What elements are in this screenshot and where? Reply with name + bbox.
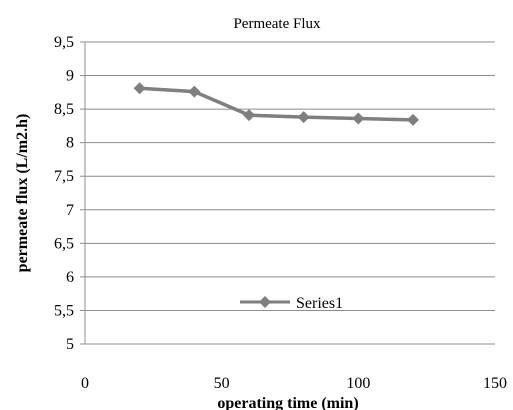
y-tick-label: 9,5	[54, 34, 74, 51]
data-point	[297, 111, 310, 124]
gridlines	[85, 41, 495, 311]
legend-marker	[259, 296, 271, 308]
y-tick-label: 5,5	[54, 302, 74, 319]
series-line	[139, 86, 414, 122]
data-point	[407, 113, 419, 126]
y-tick-label: 6	[66, 269, 74, 286]
x-tick-labels: 0 50 100 150	[81, 375, 507, 392]
x-tick-label: 150	[483, 375, 507, 392]
y-tick-label: 8,5	[54, 101, 74, 118]
x-tick-label: 100	[346, 375, 370, 392]
y-tick-label: 6,5	[54, 235, 74, 252]
chart-title: Permeate Flux	[233, 16, 321, 32]
data-point	[188, 85, 201, 98]
data-point	[243, 109, 255, 122]
x-tick-label: 0	[81, 375, 89, 392]
data-point	[133, 82, 146, 95]
y-tick-label: 5	[66, 336, 74, 353]
legend: Series1	[240, 295, 343, 312]
y-tick-labels: 5 5,5 6 6,5 7 7,5 8 8,5 9 9,5	[54, 34, 74, 353]
y-axis-title: permeate flux (L/m2.h)	[14, 114, 31, 273]
y-tick-label: 7,5	[54, 168, 74, 185]
series-layer	[133, 82, 419, 126]
axes	[80, 41, 495, 345]
data-point	[352, 112, 365, 125]
y-tick-label: 7	[66, 202, 74, 219]
legend-label: Series1	[296, 295, 343, 312]
y-tick-label: 8	[66, 135, 74, 152]
x-tick-label: 50	[214, 375, 230, 392]
y-tick-label: 9	[66, 68, 74, 85]
x-axis-title: operating time (min)	[217, 395, 358, 410]
